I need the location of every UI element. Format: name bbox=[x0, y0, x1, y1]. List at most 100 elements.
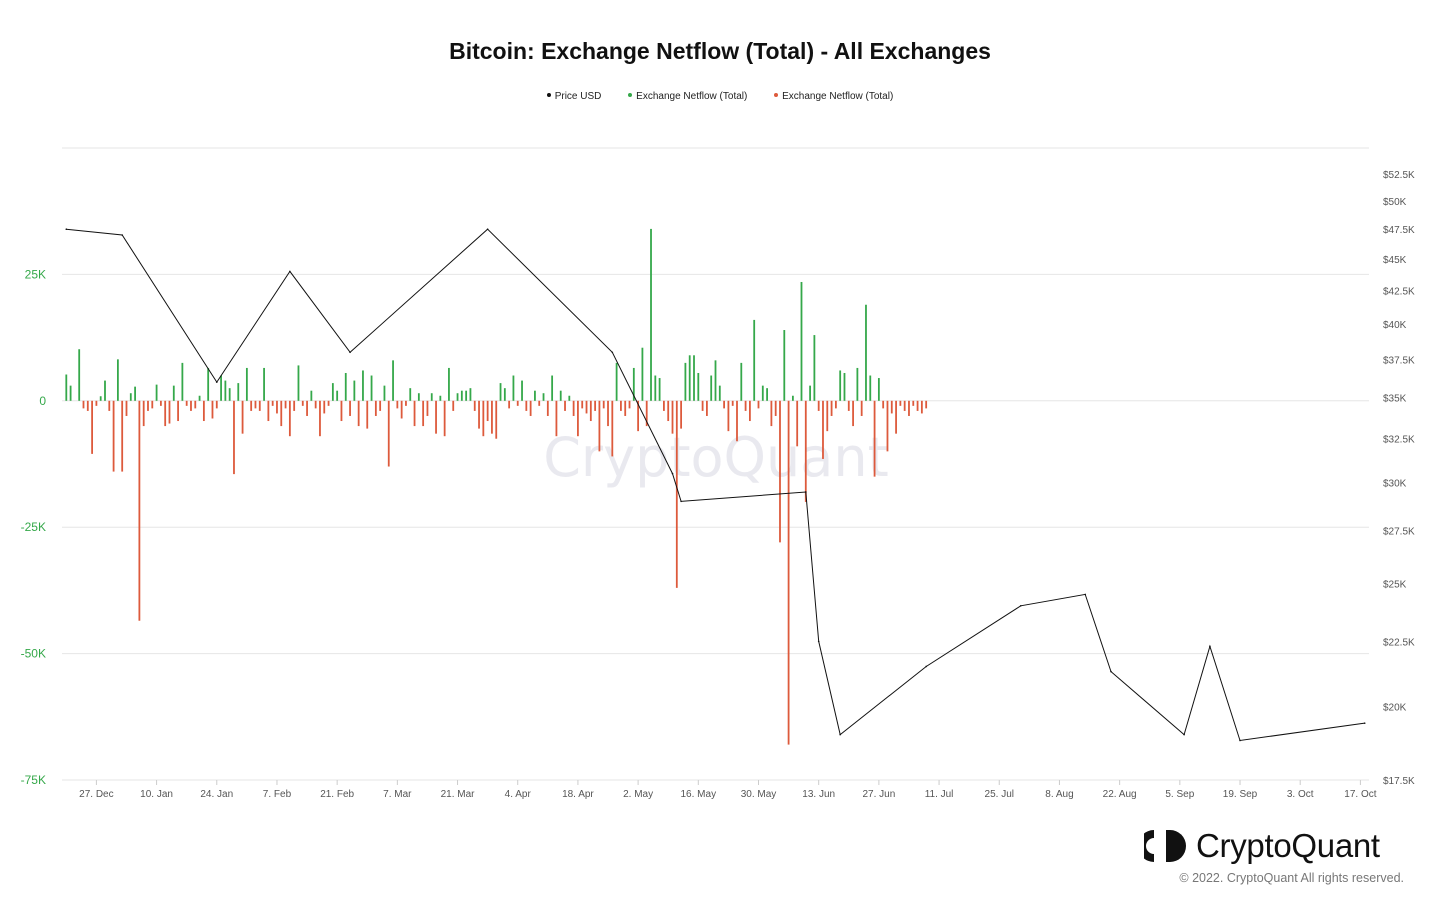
netflow-bar-negative bbox=[151, 400, 154, 409]
netflow-bar-positive bbox=[310, 390, 313, 401]
price-point bbox=[1084, 593, 1087, 596]
x-axis: 27. Dec 10. Jan 24. Jan 7. Feb 21. Feb 7. Mar… bbox=[79, 780, 1377, 800]
y-right-tick-label: $35K bbox=[1383, 394, 1407, 405]
netflow-bar-negative bbox=[82, 400, 85, 409]
legend-item-netflow-negative[interactable]: Exchange Netflow (Total) bbox=[774, 91, 893, 102]
netflow-bar-positive bbox=[658, 378, 661, 401]
price-point bbox=[680, 500, 682, 503]
netflow-bar-negative bbox=[826, 400, 829, 432]
netflow-bar-negative bbox=[435, 400, 437, 434]
netflow-bar-positive bbox=[297, 365, 300, 401]
netflow-bar-positive bbox=[534, 390, 536, 401]
netflow-bar-negative bbox=[366, 400, 369, 429]
netflow-bar-negative bbox=[882, 400, 885, 409]
netflow-bar-negative bbox=[241, 400, 244, 434]
netflow-bar-negative bbox=[159, 400, 162, 406]
x-tick-label: 17. Oct bbox=[1344, 789, 1376, 800]
netflow-bar-negative bbox=[873, 400, 876, 477]
x-tick-label: 22. Aug bbox=[1103, 789, 1137, 800]
netflow-bar-negative bbox=[890, 400, 893, 414]
x-tick-label: 19. Sep bbox=[1223, 789, 1258, 800]
x-tick-label: 8. Aug bbox=[1045, 789, 1073, 800]
y-right-tick-label: $27.5K bbox=[1383, 527, 1415, 538]
watermark: CryptoQuant bbox=[543, 426, 889, 489]
price-line bbox=[65, 228, 1366, 742]
netflow-bar-positive bbox=[813, 335, 816, 401]
netflow-bar-negative bbox=[577, 400, 579, 437]
y-right-tick-label: $42.5K bbox=[1383, 287, 1415, 298]
netflow-bar-negative bbox=[138, 400, 141, 621]
netflow-bar-negative bbox=[628, 400, 631, 409]
netflow-bar-negative bbox=[817, 400, 820, 411]
netflow-bar-negative bbox=[202, 400, 205, 422]
netflow-bar-positive bbox=[460, 390, 463, 401]
netflow-bar-positive bbox=[650, 228, 652, 401]
gridlines bbox=[62, 147, 1369, 781]
netflow-bar-negative bbox=[663, 400, 665, 411]
netflow-bar-negative bbox=[585, 400, 588, 414]
netflow-bar-negative bbox=[834, 400, 837, 409]
logo-text: CryptoQuant bbox=[1196, 827, 1380, 864]
netflow-bar-negative bbox=[194, 400, 197, 409]
netflow-bar-positive bbox=[430, 393, 433, 401]
netflow-bar-negative bbox=[314, 400, 317, 409]
netflow-bar-negative bbox=[379, 400, 382, 411]
netflow-bar-positive bbox=[856, 367, 859, 401]
copyright-notice: © 2022. CryptoQuant All rights reserved. bbox=[1179, 871, 1404, 885]
legend-item-netflow-positive[interactable]: Exchange Netflow (Total) bbox=[628, 91, 747, 102]
netflow-bar-negative bbox=[387, 400, 390, 467]
netflow-bar-negative bbox=[706, 400, 708, 416]
netflow-bar-positive bbox=[783, 330, 786, 401]
y-left-tick-label: -75K bbox=[21, 773, 46, 787]
netflow-bar-positive bbox=[353, 380, 356, 401]
netflow-bar-negative bbox=[452, 400, 455, 411]
netflow-bar-negative bbox=[86, 400, 89, 411]
netflow-bar-negative bbox=[607, 400, 609, 427]
netflow-bar-negative bbox=[293, 400, 296, 411]
netflow-bar-negative bbox=[637, 400, 640, 432]
x-tick-label: 2. May bbox=[623, 789, 653, 800]
netflow-bar-negative bbox=[400, 400, 403, 419]
legend-dot-icon bbox=[546, 93, 551, 98]
x-tick-label: 7. Feb bbox=[263, 789, 292, 800]
netflow-bar-positive bbox=[370, 375, 373, 401]
netflow-bar-positive bbox=[263, 367, 265, 401]
netflow-bar-positive bbox=[198, 395, 201, 401]
netflow-bar-negative bbox=[327, 400, 330, 406]
netflow-bar-negative bbox=[91, 400, 93, 454]
y-left-tick-label: 25K bbox=[25, 267, 46, 281]
y-right-tick-label: $37.5K bbox=[1383, 356, 1415, 367]
netflow-bar-positive bbox=[78, 349, 81, 401]
netflow-bar-negative bbox=[598, 400, 601, 452]
netflow-bar-positive bbox=[791, 395, 794, 401]
netflow-bar-negative bbox=[491, 400, 493, 434]
netflow-bar-negative bbox=[731, 400, 734, 406]
netflow-bar-negative bbox=[602, 400, 605, 409]
netflow-bar-positive bbox=[551, 375, 554, 401]
netflow-bar-negative bbox=[267, 400, 270, 422]
netflow-bar-negative bbox=[886, 400, 889, 452]
netflow-bar-negative bbox=[770, 400, 773, 427]
netflow-bar-negative bbox=[357, 400, 360, 427]
netflow-bar-positive bbox=[439, 395, 442, 401]
netflow-bar-negative bbox=[912, 400, 915, 406]
netflow-bar-positive bbox=[172, 385, 175, 401]
legend-item-price[interactable]: Price USD bbox=[546, 91, 601, 102]
netflow-bar-negative bbox=[779, 400, 781, 543]
netflow-bar-positive bbox=[800, 281, 803, 401]
y-right-tick-label: $40K bbox=[1383, 320, 1407, 331]
netflow-bar-negative bbox=[284, 400, 287, 409]
netflow-bar-negative bbox=[405, 400, 407, 406]
x-tick-label: 21. Mar bbox=[441, 789, 476, 800]
netflow-bar-negative bbox=[396, 400, 399, 409]
netflow-bar-negative bbox=[916, 400, 919, 411]
netflow-bar-negative bbox=[594, 400, 597, 411]
netflow-bar-positive bbox=[207, 367, 210, 401]
netflow-bar-positive bbox=[766, 388, 768, 401]
netflow-bar-negative bbox=[473, 400, 476, 411]
netflow-bar-negative bbox=[319, 400, 321, 437]
netflow-bar-positive bbox=[129, 393, 132, 401]
netflow-bar-negative bbox=[589, 400, 592, 422]
price-point bbox=[671, 472, 674, 475]
netflow-bar-positive bbox=[469, 388, 472, 401]
